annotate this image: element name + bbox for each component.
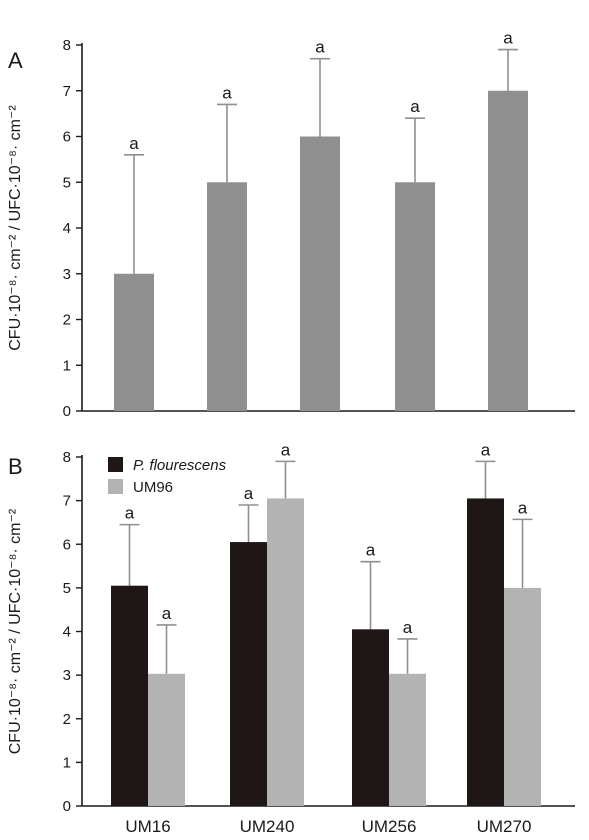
y-tick-label: 7 [63,493,71,510]
bar [148,673,185,806]
y-tick-label: 7 [63,83,71,100]
y-tick-label: 2 [63,312,71,329]
y-tick-label: 0 [63,403,71,420]
y-tick-label: 4 [63,624,71,641]
panel-letter: B [8,454,23,479]
legend-swatch [108,457,123,472]
panel-b: B CFU·10⁻⁸· cm⁻² / UFC·10⁻⁸· cm⁻² 0 1 2 3 4 5 6 7… [7,440,575,836]
significance-label: a [222,83,232,102]
legend-label: P. flourescens [133,457,227,474]
bar [504,587,541,806]
bar [207,182,247,411]
significance-label: a [518,498,528,517]
significance-label: a [403,618,413,637]
significance-label: a [366,541,376,560]
bar [395,182,435,411]
y-tick-label: 8 [63,37,71,54]
significance-label: a [244,484,254,503]
y-tick-label: 0 [63,798,71,815]
significance-label: a [503,29,513,48]
significance-label: a [125,504,135,523]
y-tick-label: 2 [63,711,71,728]
x-tick-label: UM270 [477,817,532,836]
significance-label: a [481,440,491,459]
bar [300,136,340,411]
y-tick-label: 1 [63,754,71,771]
significance-label: a [129,134,139,153]
bar [111,585,148,806]
y-tick-label: 4 [63,220,71,237]
y-tick-label: 3 [63,667,71,684]
significance-label: a [162,604,172,623]
y-tick-label: 6 [63,536,71,553]
panel-letter: A [8,48,23,73]
y-tick-label: 8 [63,449,71,466]
significance-label: a [315,38,325,57]
legend-swatch [108,479,123,494]
x-tick-label: UM16 [125,817,170,836]
bar [114,273,154,411]
x-tick-label: UM256 [362,817,417,836]
y-axis-label: CFU·10⁻⁸· cm⁻² / UFC·10⁻⁸· cm⁻² [7,508,24,754]
bar [352,629,389,806]
x-tick-label: UM240 [240,817,295,836]
y-tick-label: 5 [63,174,71,191]
y-axis-label: CFU·10⁻⁸· cm⁻² / UFC·10⁻⁸· cm⁻² [7,105,24,351]
bar [230,542,267,806]
y-tick-label: 6 [63,129,71,146]
y-tick-label: 5 [63,580,71,597]
bar [389,673,426,806]
significance-label: a [410,97,420,116]
bar [488,90,528,411]
y-tick-label: 1 [63,357,71,374]
bar [267,498,304,806]
panel-a: A CFU·10⁻⁸· cm⁻² / UFC·10⁻⁸· cm⁻² 0 1 2 3 4 5 6 7… [7,29,575,420]
bar [467,498,504,806]
significance-label: a [281,440,291,459]
y-tick-label: 3 [63,266,71,283]
legend-label: UM96 [133,479,173,496]
